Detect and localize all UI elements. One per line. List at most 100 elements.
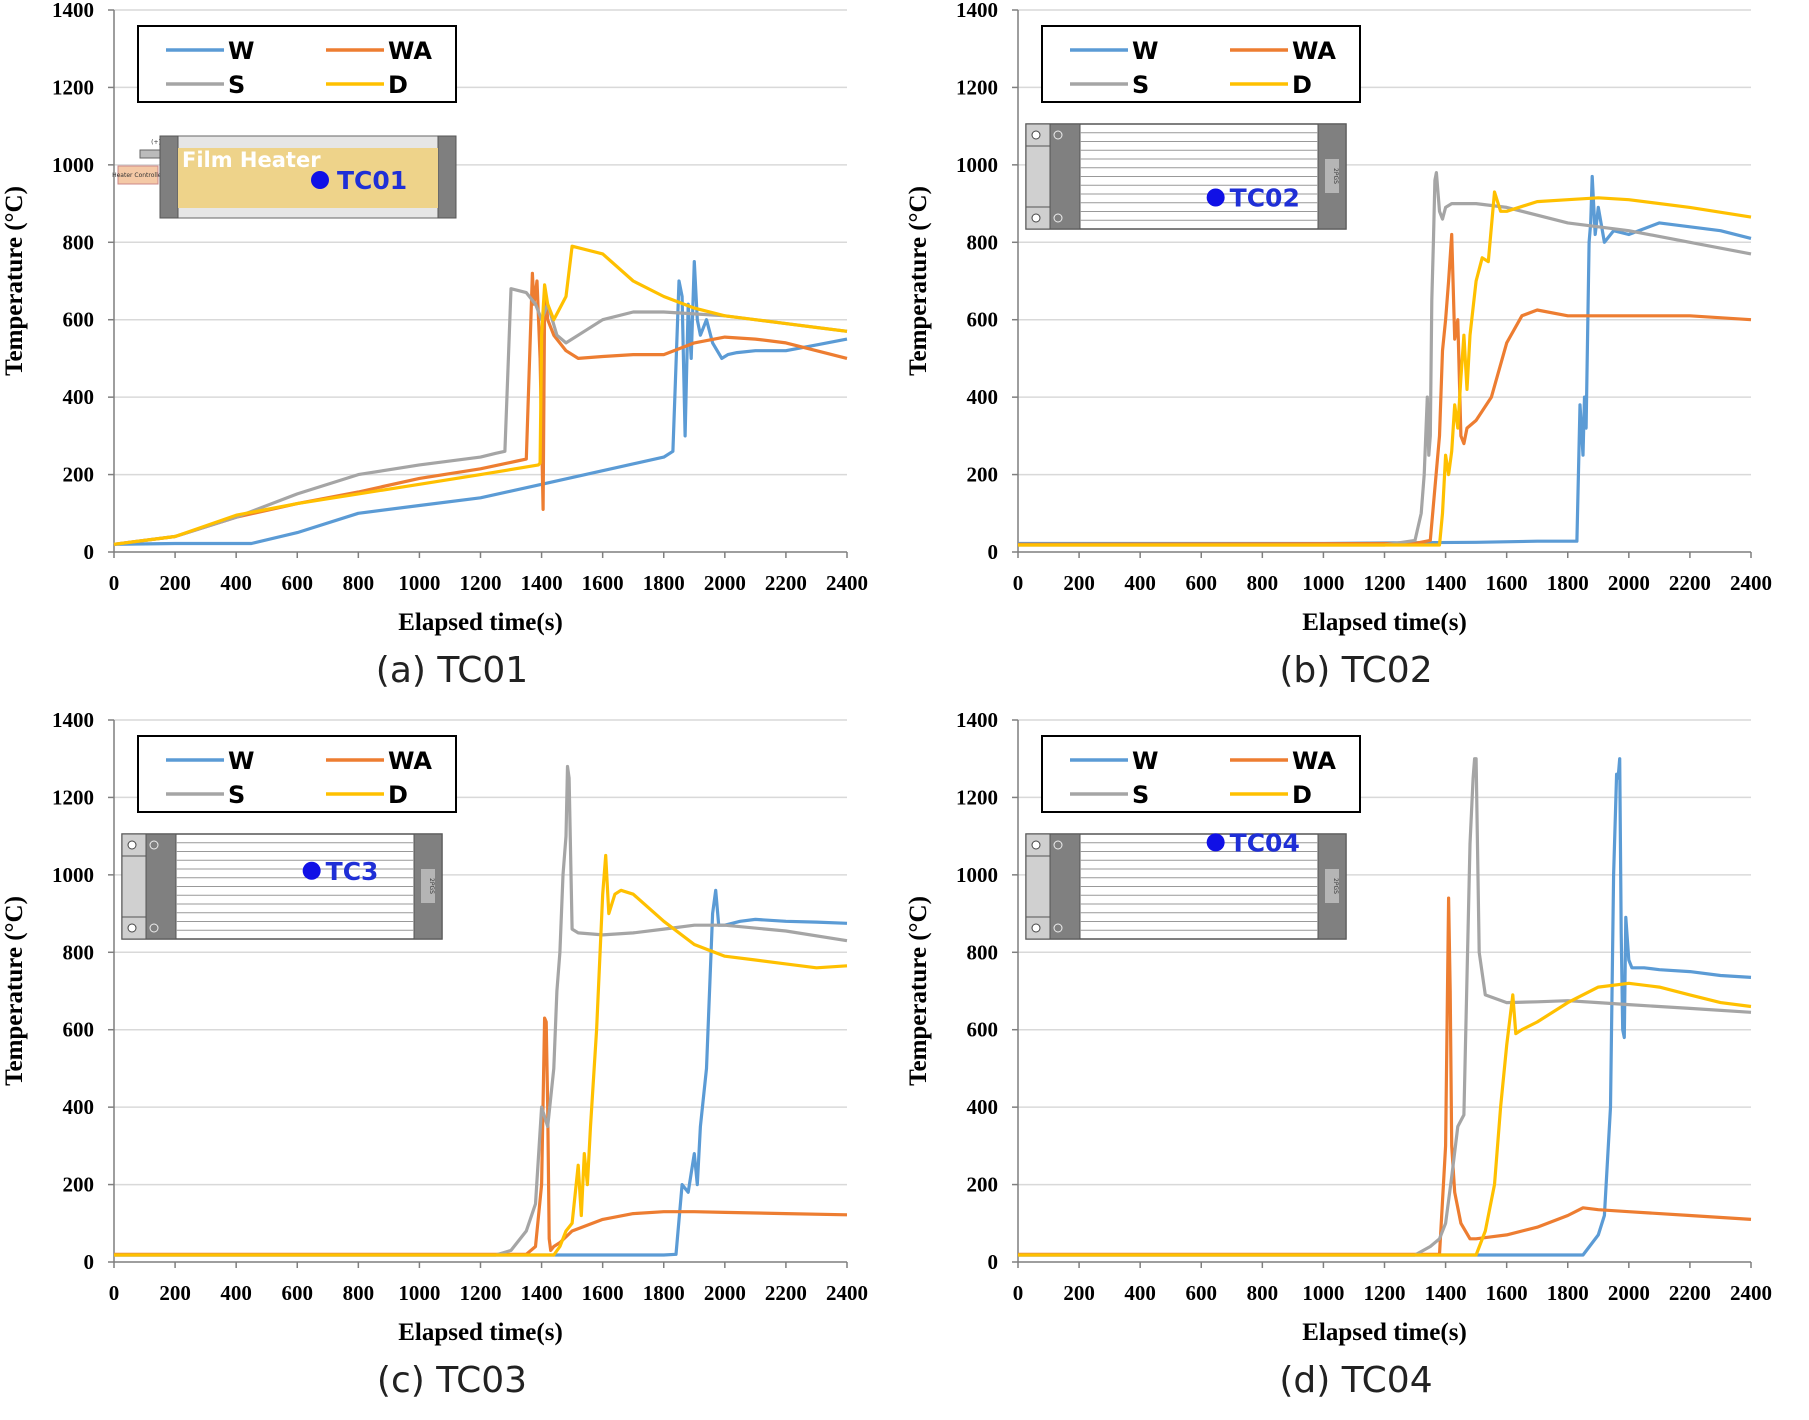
left-clamp-bar xyxy=(159,135,179,219)
chart-caption: (c) TC03 xyxy=(376,1360,528,1401)
x-tick-label: 2000 xyxy=(704,571,746,595)
series-line-d xyxy=(114,853,848,1257)
series-line-wa xyxy=(113,271,848,546)
series-line-s xyxy=(113,287,848,546)
thermocouple-label: TC04 xyxy=(1230,828,1300,857)
thermocouple-label: TC3 xyxy=(326,857,379,886)
legend-label-wa: WA xyxy=(1292,37,1336,65)
positive-terminal-label: (+) xyxy=(151,139,161,146)
x-tick-label: 2000 xyxy=(1608,571,1650,595)
side-label-box xyxy=(421,869,435,903)
x-tick-label: 2000 xyxy=(704,1281,746,1305)
bolt-icon xyxy=(149,923,159,933)
x-tick-label: 0 xyxy=(109,571,120,595)
chart-caption: (a) TC01 xyxy=(375,650,529,691)
x-tick-label: 1600 xyxy=(1486,571,1528,595)
series-line-w xyxy=(114,888,848,1257)
x-tick-label: 200 xyxy=(1063,1281,1095,1305)
x-tick-label: 2200 xyxy=(1669,571,1711,595)
y-tick-label: 1000 xyxy=(956,863,998,887)
legend-label-s: S xyxy=(228,781,245,809)
y-tick-label: 200 xyxy=(63,1173,95,1197)
series-line-wa xyxy=(1018,896,1752,1256)
chart-panel-c: 0 200 400 600 800 1000 1200 1400 0 200 400 600 800 10… xyxy=(0,710,904,1420)
y-tick-label: 200 xyxy=(63,463,95,487)
y-tick-label: 1200 xyxy=(956,75,998,99)
thermocouple-marker xyxy=(302,861,321,880)
line-chart-tc03: 0 200 400 600 800 1000 1200 1400 0 200 400 600 800 10… xyxy=(1,710,868,1346)
x-axis-label: Elapsed time(s) xyxy=(398,1319,563,1346)
thermocouple-label: TC02 xyxy=(1230,184,1300,213)
line-chart-tc02: 0 200 400 600 800 1000 1200 1400 0 200 400 600 800 10… xyxy=(905,0,1772,636)
legend: W WA S D xyxy=(137,25,457,103)
y-tick-label: 0 xyxy=(84,1250,95,1274)
x-tick-label: 1400 xyxy=(1425,1281,1467,1305)
y-tick-label: 800 xyxy=(967,940,999,964)
series-line-d xyxy=(1018,981,1752,1257)
y-tick-label: 0 xyxy=(84,540,95,564)
legend-box xyxy=(137,735,457,813)
y-tick-label: 600 xyxy=(63,1018,95,1042)
x-tick-label: 400 xyxy=(1124,571,1156,595)
side-label: 2PGS xyxy=(428,878,435,894)
x-tick-label: 600 xyxy=(1186,571,1218,595)
bolt-icon xyxy=(1053,840,1063,850)
x-tick-label: 2400 xyxy=(826,571,868,595)
legend-label-d: D xyxy=(388,71,408,99)
x-tick-label: 800 xyxy=(343,571,375,595)
x-tick-label: 2400 xyxy=(1730,1281,1772,1305)
y-tick-label: 0 xyxy=(988,1250,999,1274)
film-heater-area xyxy=(178,148,438,208)
legend: W WA S D xyxy=(1041,25,1361,103)
y-tick-label: 1000 xyxy=(52,863,94,887)
y-axis-label: Temperature (°C) xyxy=(905,896,932,1086)
x-tick-label: 600 xyxy=(282,1281,314,1305)
x-tick-label: 2000 xyxy=(1608,1281,1650,1305)
x-tick-label: 1000 xyxy=(1302,1281,1344,1305)
chart-panel-d: 0 200 400 600 800 1000 1200 1400 0 200 400 600 800 10… xyxy=(904,710,1808,1420)
y-tick-label: 400 xyxy=(967,385,999,409)
x-tick-label: 800 xyxy=(343,1281,375,1305)
y-tick-label: 800 xyxy=(967,230,999,254)
x-tick-label: 400 xyxy=(220,571,252,595)
thermocouple-location-diagram: 2PGS TC02 xyxy=(1025,123,1347,230)
line-chart-tc04: 0 200 400 600 800 1000 1200 1400 0 200 400 600 800 10… xyxy=(905,710,1772,1346)
x-tick-label: 1200 xyxy=(460,1281,502,1305)
y-tick-label: 1200 xyxy=(956,785,998,809)
x-tick-label: 800 xyxy=(1247,1281,1279,1305)
y-tick-label: 1400 xyxy=(52,710,94,732)
x-tick-label: 2200 xyxy=(765,571,807,595)
x-tick-label: 400 xyxy=(1124,1281,1156,1305)
x-tick-label: 2400 xyxy=(826,1281,868,1305)
x-tick-label: 1800 xyxy=(643,1281,685,1305)
x-tick-label: 800 xyxy=(1247,571,1279,595)
legend-label-wa: WA xyxy=(388,747,432,775)
legend: W WA S D xyxy=(137,735,457,813)
legend-label-wa: WA xyxy=(1292,747,1336,775)
series-line-d xyxy=(1018,190,1752,547)
line-chart-tc01: 0 200 400 600 800 1000 1200 1400 0 200 400 600 800 10… xyxy=(1,0,868,636)
side-label: 2PGS xyxy=(1332,878,1339,894)
x-tick-label: 200 xyxy=(1063,571,1095,595)
legend: W WA S D xyxy=(1041,735,1361,813)
y-tick-label: 400 xyxy=(63,385,95,409)
y-tick-label: 1400 xyxy=(956,710,998,732)
x-tick-label: 200 xyxy=(159,571,191,595)
bolt-icon xyxy=(1053,130,1063,140)
legend-box xyxy=(1041,735,1361,813)
y-axis-label: Temperature (°C) xyxy=(1,896,28,1086)
x-tick-label: 1000 xyxy=(1302,571,1344,595)
left-clamp-bar xyxy=(1049,123,1081,230)
x-tick-label: 1000 xyxy=(398,1281,440,1305)
y-tick-label: 1200 xyxy=(52,785,94,809)
legend-label-d: D xyxy=(388,781,408,809)
x-tick-label: 2400 xyxy=(1730,571,1772,595)
bolt-icon xyxy=(149,840,159,850)
y-tick-label: 200 xyxy=(967,463,999,487)
bolt-hole xyxy=(127,840,137,850)
thermocouple-marker xyxy=(1206,833,1225,852)
film-heater-diagram: (+) Heater Controller Film Heater TC01 xyxy=(112,135,457,219)
x-tick-label: 1800 xyxy=(1547,1281,1589,1305)
bolt-icon xyxy=(1053,923,1063,933)
x-tick-label: 0 xyxy=(1013,571,1024,595)
